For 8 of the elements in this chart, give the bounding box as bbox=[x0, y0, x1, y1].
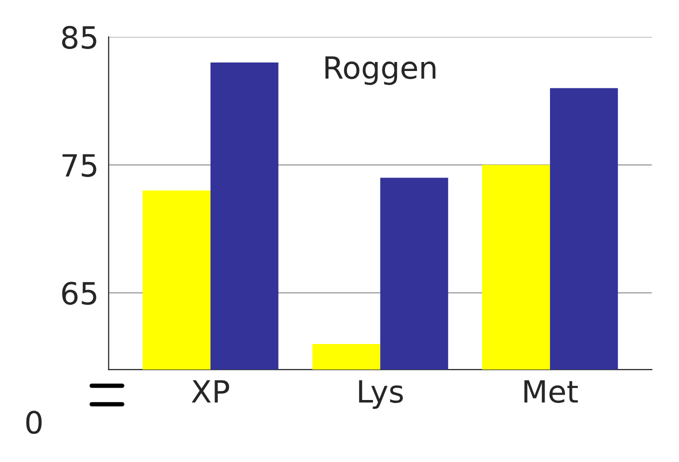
x-tick-label: XP bbox=[192, 380, 230, 403]
x-tick-label: Met bbox=[524, 380, 578, 403]
y-tick-label: 85 bbox=[62, 26, 96, 50]
text: 0 bbox=[26, 410, 42, 434]
y-tick-label: 75 bbox=[62, 154, 96, 177]
x-tick-label: Lys bbox=[359, 380, 403, 409]
text: Roggen bbox=[325, 56, 436, 86]
y-tick-label: 65 bbox=[62, 282, 96, 305]
